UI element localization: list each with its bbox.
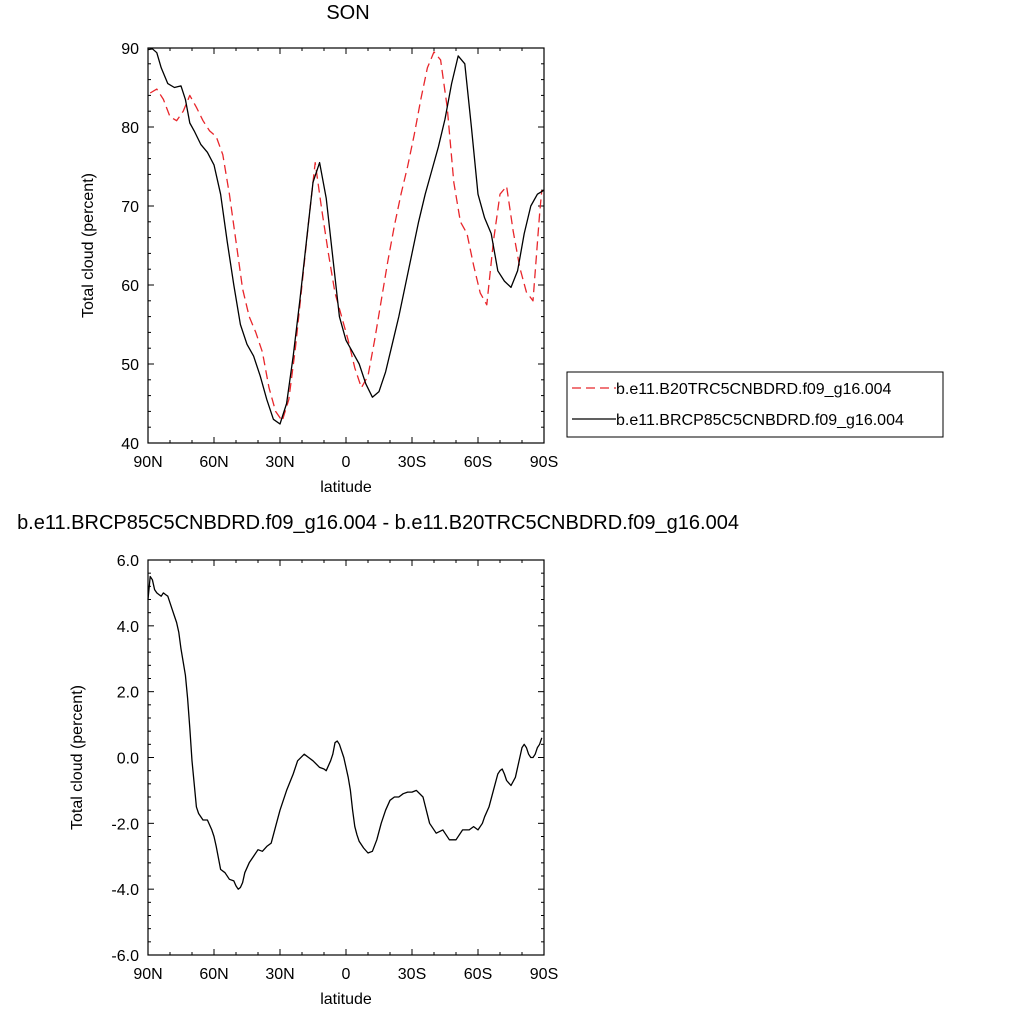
x-axis-label: latitude — [320, 991, 372, 1008]
x-tick-label: 60N — [199, 454, 228, 471]
series-line-2 — [147, 48, 545, 425]
y-tick-label: 90 — [121, 41, 139, 58]
y-tick-label: 2.0 — [117, 685, 139, 702]
y-tick-label: 60 — [121, 278, 139, 295]
y-tick-label: -2.0 — [111, 816, 139, 833]
x-tick-label: 30S — [398, 454, 426, 471]
bottom-chart: 90N 60N 30N 0 30S 60S 90S -6.0 -4.0 -2.0 0.0 2.0 4.0… — [69, 553, 558, 1008]
legend-label-1: b.e11.B20TRC5CNBDRD.f09_g16.004 — [616, 381, 892, 398]
y-axis-label: Total cloud (percent) — [80, 173, 97, 318]
x-tick-label: 0 — [342, 454, 351, 471]
bottom-chart-title: b.e11.BRCP85C5CNBDRD.f09_g16.004 - b.e11… — [17, 512, 739, 534]
x-tick-label: 60S — [464, 966, 492, 983]
x-tick-label: 90N — [133, 454, 162, 471]
y-axis-label: Total cloud (percent) — [69, 685, 86, 830]
y-tick-label: -4.0 — [111, 882, 139, 899]
x-tick-label: 30S — [398, 966, 426, 983]
y-tick-label: -6.0 — [111, 948, 139, 965]
series-line-1 — [147, 575, 543, 890]
series-line-1 — [149, 51, 543, 422]
x-tick-label: 30N — [265, 454, 294, 471]
plot-frame — [147, 47, 545, 444]
x-tick-label: 60N — [199, 966, 228, 983]
x-tick-label: 90S — [530, 454, 558, 471]
y-tick-label: 4.0 — [117, 619, 139, 636]
y-tick-label: 50 — [121, 357, 139, 374]
y-tick-label: 70 — [121, 199, 139, 216]
x-tick-label: 60S — [464, 454, 492, 471]
y-tick-label: 40 — [121, 436, 139, 453]
y-tick-label: 80 — [121, 120, 139, 137]
x-tick-label: 0 — [342, 966, 351, 983]
x-tick-label: 90S — [530, 966, 558, 983]
legend-label-2: b.e11.BRCP85C5CNBDRD.f09_g16.004 — [616, 412, 904, 429]
legend-box — [566, 371, 944, 438]
x-tick-label: 30N — [265, 966, 294, 983]
x-axis-label: latitude — [320, 479, 372, 496]
top-chart: 90N 60N 30N 0 30S 60S 90S 40 50 60 70 80 90 latitude T… — [80, 41, 558, 496]
x-tick-label: 90N — [133, 966, 162, 983]
plot-frame — [147, 559, 545, 956]
legend: b.e11.B20TRC5CNBDRD.f09_g16.004 b.e11.BRC… — [566, 371, 944, 438]
y-tick-label: 0.0 — [117, 751, 139, 768]
top-chart-title: SON — [326, 2, 370, 24]
y-tick-label: 6.0 — [117, 553, 139, 570]
